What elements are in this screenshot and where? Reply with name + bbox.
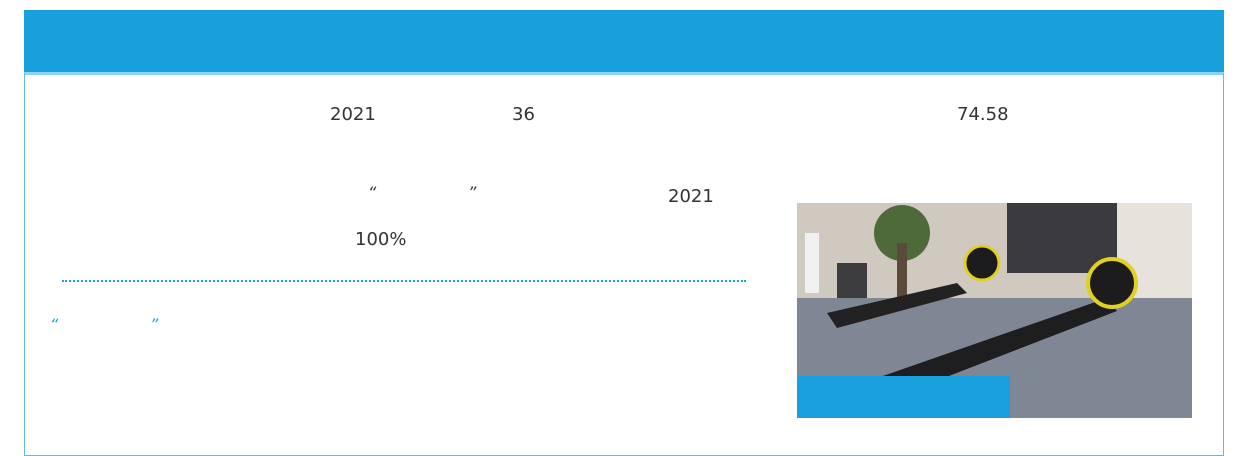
rate: 100% bbox=[355, 229, 406, 251]
photo bbox=[797, 203, 1192, 418]
open-quote: “ bbox=[368, 182, 376, 204]
dotted-divider bbox=[62, 280, 746, 282]
year: 2021 bbox=[330, 104, 376, 126]
amount: 74.58 bbox=[957, 104, 1009, 126]
count: 36 bbox=[512, 104, 535, 126]
close-quote: ” bbox=[150, 314, 158, 336]
close-quote: ” bbox=[468, 182, 476, 204]
open-quote: “ bbox=[50, 314, 58, 336]
header-bar bbox=[24, 10, 1224, 72]
year: 2021 bbox=[668, 186, 714, 208]
page: 2021 36 74.58 “ ” 2021 100% “ ” (() => {… bbox=[0, 0, 1249, 441]
